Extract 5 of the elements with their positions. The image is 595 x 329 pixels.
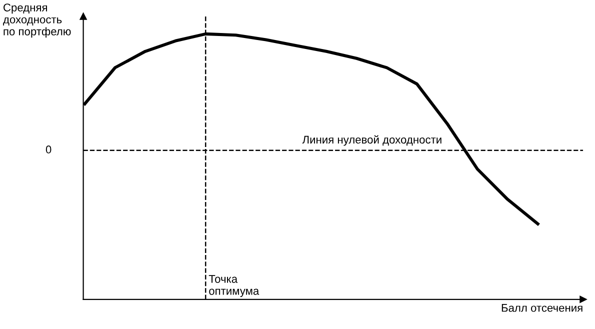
text: Точка оптимума <box>208 275 260 298</box>
y-axis-title: Средняя доходность по портфелю <box>3 4 71 38</box>
ref-line-label: Линия нулевой доходности <box>302 135 442 146</box>
text: Балл отсечения <box>502 304 582 312</box>
text: 0 <box>46 146 52 154</box>
